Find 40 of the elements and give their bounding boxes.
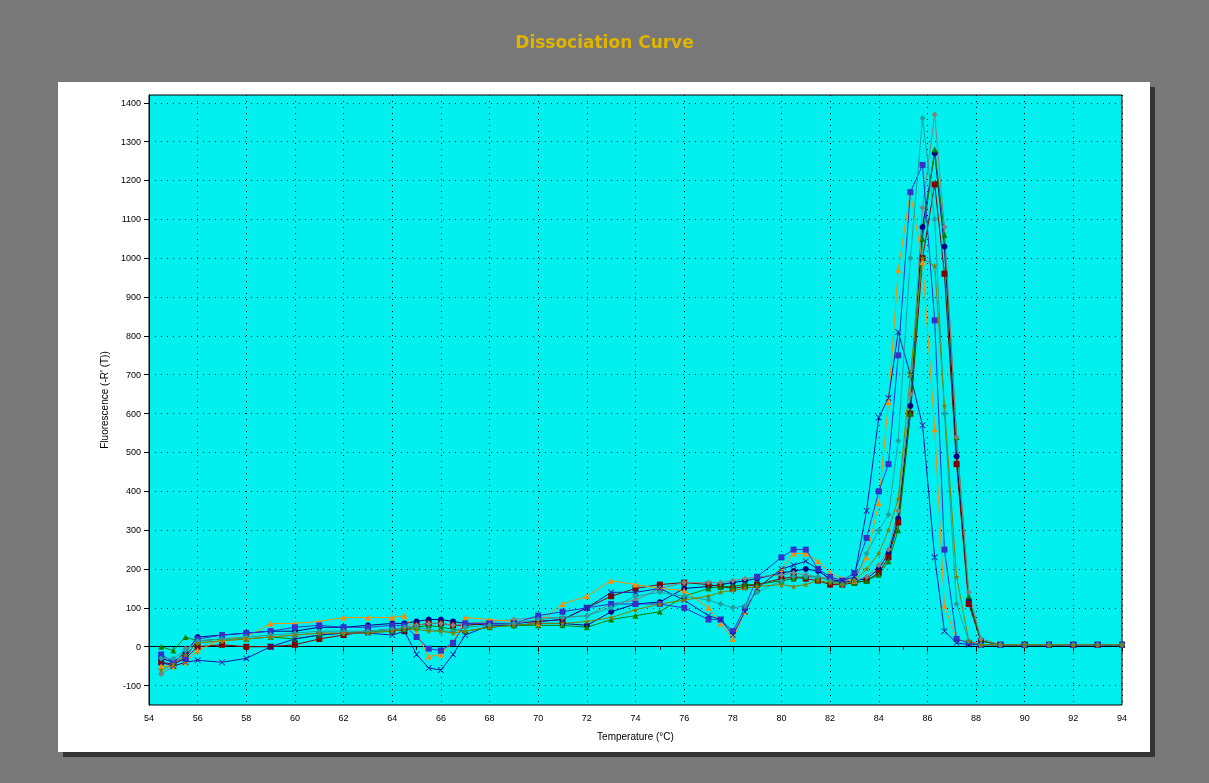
y-tick-label: 200 [125, 564, 141, 575]
x-tick-label: 70 [533, 712, 544, 723]
x-tick-label: 76 [679, 712, 690, 723]
x-tick-label: 78 [727, 712, 738, 723]
y-tick-label: 1200 [120, 175, 141, 186]
y-tick-label: 100 [125, 602, 141, 613]
y-tick-label: 800 [125, 330, 141, 341]
y-tick-label: 400 [125, 486, 141, 497]
y-tick-label: 0 [135, 641, 141, 652]
y-tick-label: -100 [122, 680, 141, 691]
y-tick-label: 300 [125, 525, 141, 536]
x-tick-label: 94 [1116, 712, 1128, 723]
x-tick-label: 62 [338, 712, 349, 723]
y-tick-label: 500 [125, 447, 141, 458]
x-tick-label: 90 [1019, 712, 1030, 723]
x-tick-label: 82 [825, 712, 836, 723]
chart-title: Dissociation Curve [515, 31, 694, 52]
x-tick-label: 58 [241, 712, 252, 723]
x-tick-label: 54 [143, 712, 155, 723]
x-tick-label: 84 [873, 712, 884, 723]
x-tick-label: 80 [776, 712, 787, 723]
x-tick-label: 66 [435, 712, 446, 723]
y-tick-label: 1400 [120, 97, 141, 108]
x-tick-label: 72 [581, 712, 592, 723]
x-tick-label: 86 [922, 712, 933, 723]
y-tick-label: 900 [125, 292, 141, 303]
x-tick-label: 56 [192, 712, 203, 723]
x-tick-label: 74 [630, 712, 641, 723]
x-tick-label: 88 [971, 712, 982, 723]
y-tick-label: 1100 [121, 214, 141, 225]
y-tick-label: 1000 [120, 253, 141, 264]
y-tick-label: 700 [125, 369, 141, 380]
x-tick-label: 60 [289, 712, 300, 723]
x-tick-label: 64 [387, 712, 398, 723]
y-tick-label: 1300 [120, 136, 141, 147]
y-axis-title: Fluorescence (-R' (T)) [98, 351, 110, 449]
x-axis-title: Temperature (°C) [597, 730, 674, 742]
x-tick-label: 92 [1068, 712, 1079, 723]
x-tick-label: 68 [484, 712, 495, 723]
y-tick-label: 600 [125, 408, 141, 419]
